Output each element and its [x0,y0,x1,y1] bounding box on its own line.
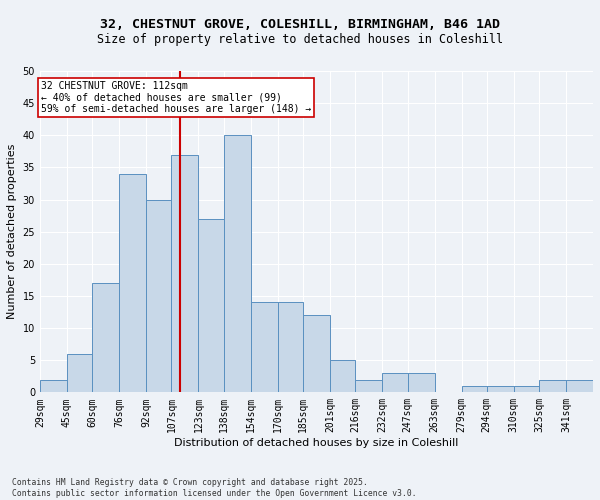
Bar [119,174,146,392]
Bar [67,354,92,393]
Bar [487,386,514,392]
Bar [461,386,487,392]
Bar [407,373,434,392]
Text: 32 CHESTNUT GROVE: 112sqm
← 40% of detached houses are smaller (99)
59% of semi-: 32 CHESTNUT GROVE: 112sqm ← 40% of detac… [41,80,311,114]
Bar [330,360,355,392]
Bar [172,154,199,392]
X-axis label: Distribution of detached houses by size in Coleshill: Distribution of detached houses by size … [174,438,458,448]
Bar [92,283,119,393]
Bar [303,315,330,392]
Y-axis label: Number of detached properties: Number of detached properties [7,144,17,320]
Bar [224,135,251,392]
Bar [514,386,539,392]
Text: Size of property relative to detached houses in Coleshill: Size of property relative to detached ho… [97,32,503,46]
Bar [382,373,407,392]
Bar [40,380,67,392]
Bar [566,380,593,392]
Bar [278,302,303,392]
Bar [539,380,566,392]
Bar [199,219,224,392]
Bar [355,380,382,392]
Bar [251,302,278,392]
Text: 32, CHESTNUT GROVE, COLESHILL, BIRMINGHAM, B46 1AD: 32, CHESTNUT GROVE, COLESHILL, BIRMINGHA… [100,18,500,30]
Text: Contains HM Land Registry data © Crown copyright and database right 2025.
Contai: Contains HM Land Registry data © Crown c… [12,478,416,498]
Bar [146,200,172,392]
